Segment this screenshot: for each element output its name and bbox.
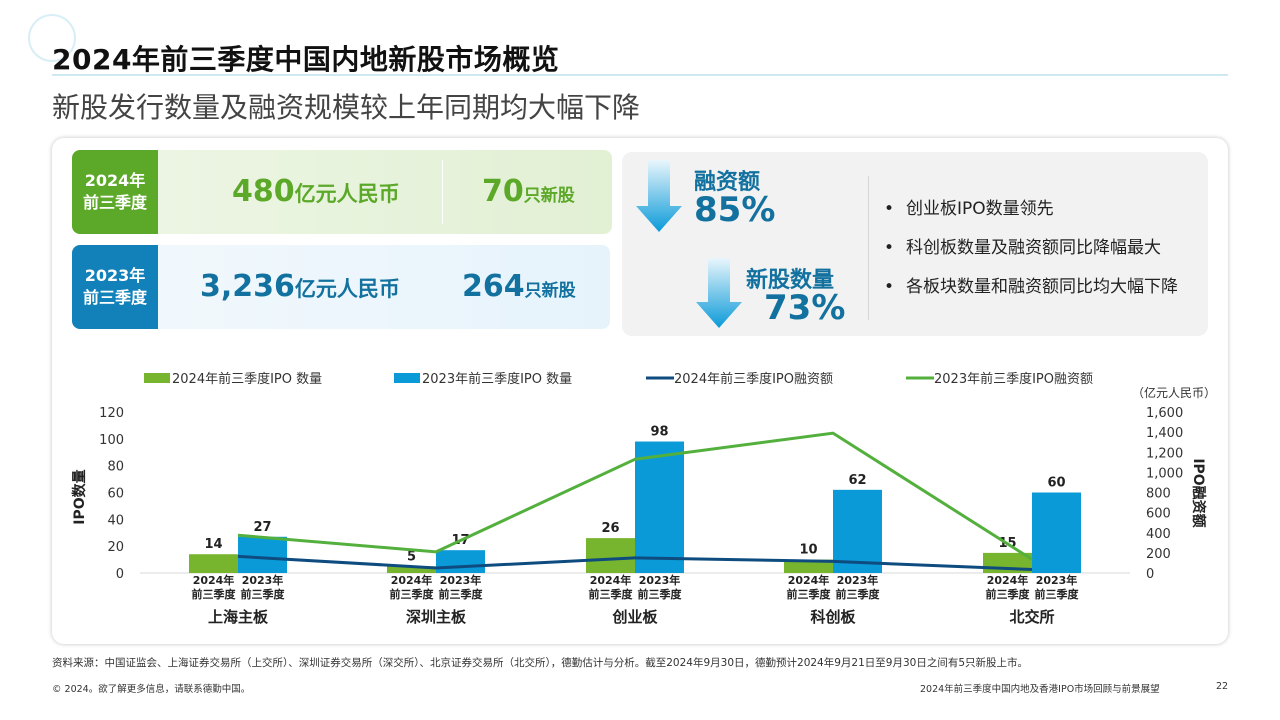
- amount-unit: 亿元人民币: [294, 182, 400, 206]
- count-value: 264: [462, 269, 525, 304]
- footer-report-title: 2024年前三季度中国内地及香港IPO市场回顾与前景展望: [920, 684, 1160, 695]
- decorative-circle: [28, 14, 76, 62]
- panel-divider: [868, 176, 869, 320]
- decline-percent-financing: 85%: [694, 190, 776, 230]
- decline-label-count: 新股数量: [746, 268, 835, 293]
- amount-value: 480: [232, 174, 295, 209]
- down-arrow-icon: [696, 258, 742, 328]
- divider: [442, 160, 443, 224]
- title-rule: [52, 74, 1228, 76]
- period-tag: 2023年 前三季度: [72, 245, 158, 329]
- count-value: 70: [482, 174, 524, 209]
- count-unit: 只新股: [524, 281, 576, 301]
- down-arrow-icon: [636, 160, 682, 232]
- source-footnote: 资料来源：中国证监会、上海证券交易所（上交所）、深圳证券交易所（深交所）、北京证…: [52, 657, 1028, 669]
- count: 264只新股: [462, 269, 576, 304]
- page-number: 22: [1216, 681, 1229, 692]
- highlight-item: 科创板数量及融资额同比降幅最大: [884, 233, 1178, 272]
- amount-value: 3,236: [200, 269, 295, 304]
- footer-copyright: © 2024。欲了解更多信息，请联系德勤中国。: [52, 684, 251, 695]
- highlight-item: 各板块数量和融资额同比均大幅下降: [884, 272, 1178, 311]
- stat-row-2023: 2023年 前三季度 3,236亿元人民币 264只新股: [72, 245, 610, 329]
- decline-percent-count: 73%: [764, 288, 846, 328]
- count: 70只新股: [482, 174, 575, 209]
- highlight-item: 创业板IPO数量领先: [884, 194, 1178, 233]
- decline-label-financing: 融资额: [694, 170, 761, 195]
- amount: 480亿元人民币: [232, 174, 400, 209]
- period-tag: 2024年 前三季度: [72, 150, 158, 234]
- count-unit: 只新股: [523, 186, 575, 206]
- page-subtitle: 新股发行数量及融资规模较上年同期均大幅下降: [52, 91, 641, 124]
- stat-row-2024: 2024年 前三季度 480亿元人民币 70只新股: [72, 150, 612, 234]
- amount: 3,236亿元人民币: [200, 269, 400, 304]
- page-title: 2024年前三季度中国内地新股市场概览: [52, 43, 560, 76]
- amount-unit: 亿元人民币: [294, 277, 400, 301]
- highlight-list: 创业板IPO数量领先 科创板数量及融资额同比降幅最大 各板块数量和融资额同比均大…: [884, 194, 1178, 311]
